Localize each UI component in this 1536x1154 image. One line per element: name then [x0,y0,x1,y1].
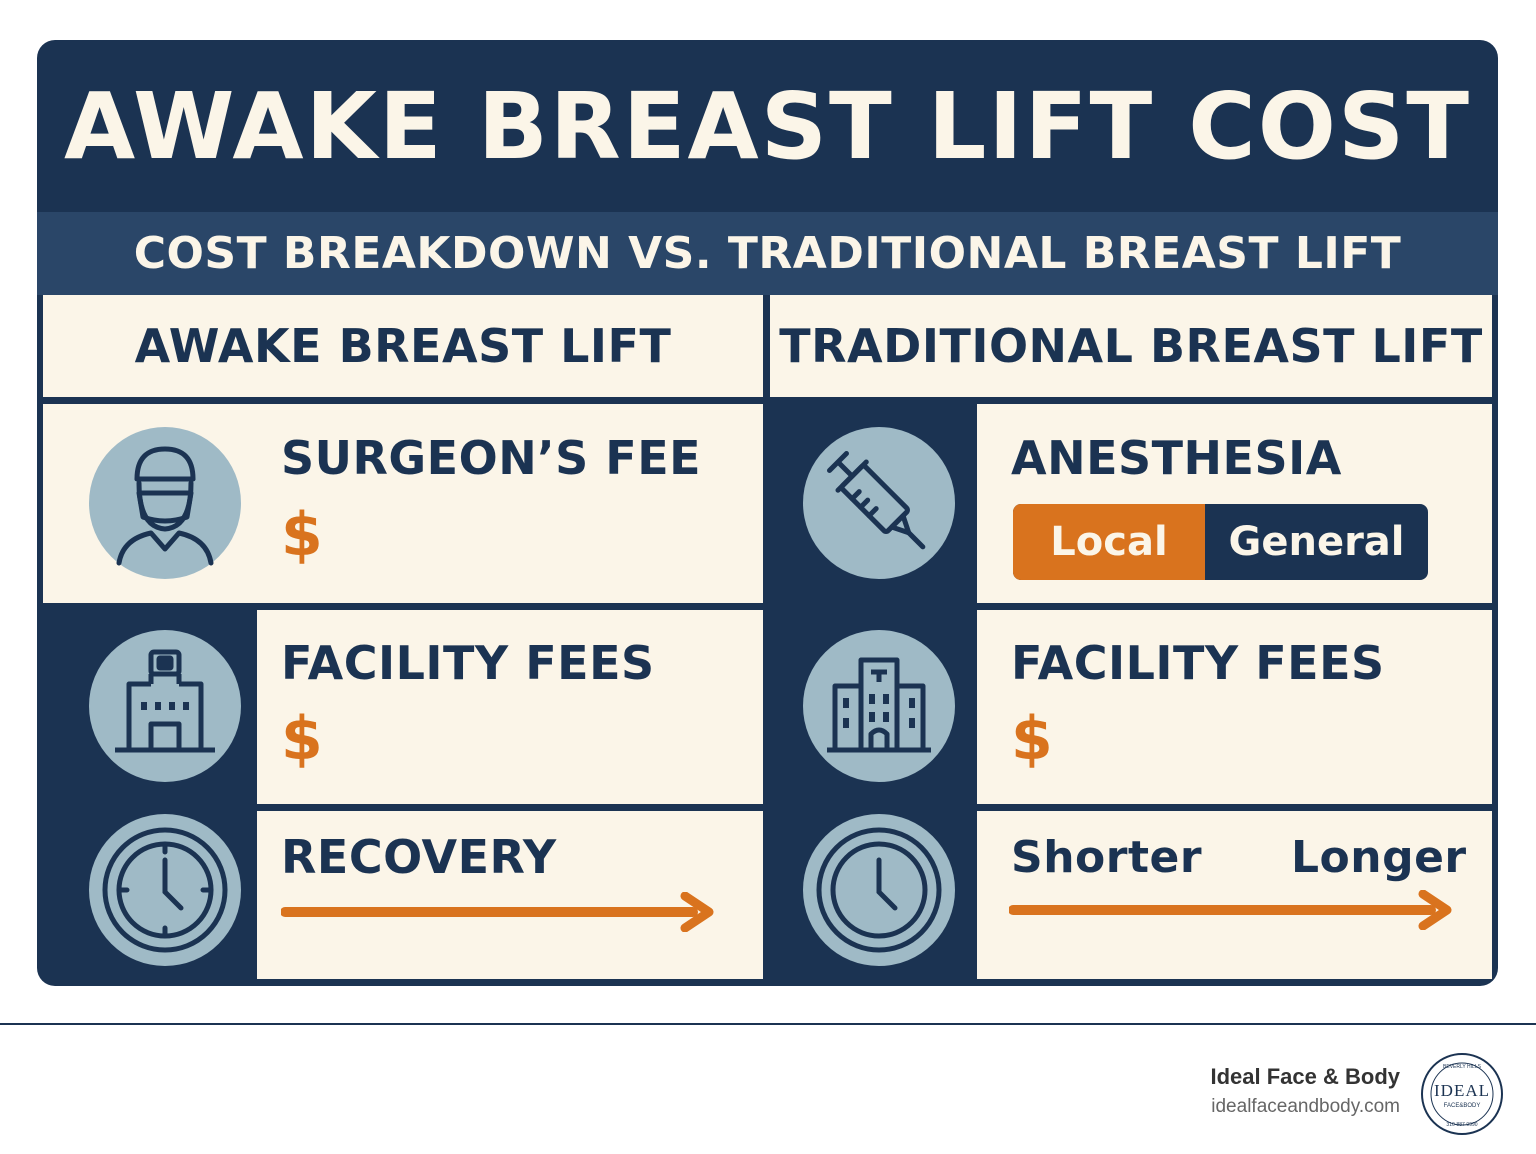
surgeon-fee-label: SURGEON’S FEE [281,431,702,485]
page-title: AWAKE BREAST LIFT COST [63,72,1472,180]
recovery-label: RECOVERY [281,830,557,884]
subtitle-bar: COST BREAKDOWN VS. TRADITIONAL BREAST LI… [37,212,1498,295]
surgeon-fee-dollar: $ [281,500,323,570]
anesthesia-option-local[interactable]: Local [1013,504,1205,580]
syringe-icon [803,427,955,579]
brand-logo: IDEAL FACE&BODY BEVERLY HILLS 310-887-99… [1420,1052,1504,1136]
facility-fees-traditional-label: FACILITY FEES [1011,636,1385,690]
brand-block: Ideal Face & Body idealfaceandbody.com [1210,1064,1400,1118]
logo-text: IDEAL [1434,1081,1490,1100]
column-divider [764,318,767,396]
recovery-scale-arrow [1009,890,1455,930]
recovery-scale-start: Shorter [1011,832,1203,883]
recovery-arrow [281,892,717,932]
footer-divider [0,1023,1536,1025]
brand-name: Ideal Face & Body [1210,1064,1400,1089]
logo-ring-top: BEVERLY HILLS [1443,1064,1482,1070]
surgeon-icon [89,427,241,579]
row-recovery-awake [257,811,763,979]
anesthesia-toggle[interactable]: Local General [1013,504,1428,580]
facility-fees-awake-dollar: $ [281,704,323,774]
building-icon [803,630,955,782]
facility-fees-traditional-dollar: $ [1011,704,1053,774]
facility-fees-awake-label: FACILITY FEES [281,636,655,690]
anesthesia-option-general[interactable]: General [1228,519,1405,565]
row-recovery-traditional [977,811,1492,979]
row-facility-fees-traditional [977,610,1492,804]
logo-subtext: FACE&BODY [1444,1103,1481,1109]
row-facility-fees-awake [257,610,763,804]
clock-icon [89,814,241,966]
anesthesia-label: ANESTHESIA [1011,431,1342,485]
logo-ring-bottom: 310-887-9990 [1446,1122,1477,1128]
infographic-card: AWAKE BREAST LIFT COST COST BREAKDOWN VS… [37,40,1498,986]
building-icon [89,630,241,782]
brand-url[interactable]: idealfaceandbody.com [1211,1096,1400,1117]
column-header-awake: AWAKE BREAST LIFT [43,295,763,397]
column-header-traditional: TRADITIONAL BREAST LIFT [770,295,1492,397]
clock-icon [803,814,955,966]
recovery-scale-end: Longer [1291,832,1467,883]
